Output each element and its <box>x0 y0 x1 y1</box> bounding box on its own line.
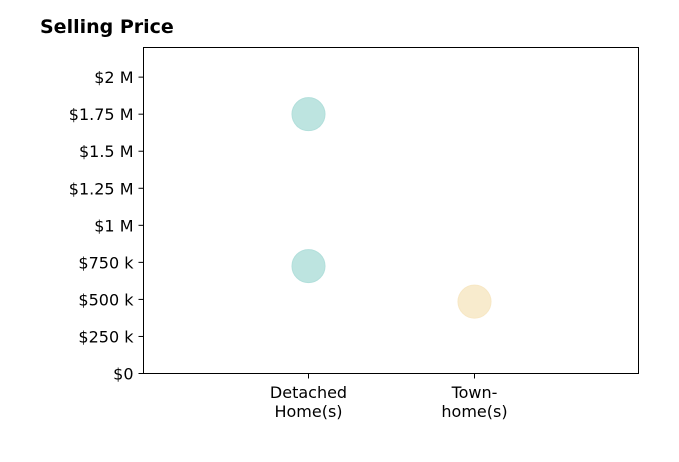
y-axis: $0 $250 k $500 k $750 k $1 M $1.25 M $1.5 M $1.… <box>69 68 144 384</box>
y-tick-label: $1.25 M <box>69 179 134 198</box>
x-tick-label: Town- <box>451 383 498 402</box>
y-tick-label: $750 k <box>78 253 134 272</box>
x-tick-label: Detached <box>270 383 347 402</box>
data-point <box>291 249 326 284</box>
y-tick-label: $1.75 M <box>69 105 134 124</box>
y-tick-label: $2 M <box>94 68 133 87</box>
data-point <box>291 97 326 132</box>
x-tick-label: Home(s) <box>274 402 342 421</box>
y-tick-label: $1 M <box>94 216 133 235</box>
y-tick-label: $500 k <box>78 290 134 309</box>
data-point <box>457 284 492 319</box>
y-tick-label: $0 <box>113 365 133 384</box>
data-points <box>291 97 492 319</box>
x-tick-label: home(s) <box>441 402 507 421</box>
plot-frame <box>143 47 639 374</box>
y-tick-label: $1.5 M <box>79 142 134 161</box>
chart-title: Selling Price <box>40 16 174 38</box>
y-tick-label: $250 k <box>78 327 134 346</box>
